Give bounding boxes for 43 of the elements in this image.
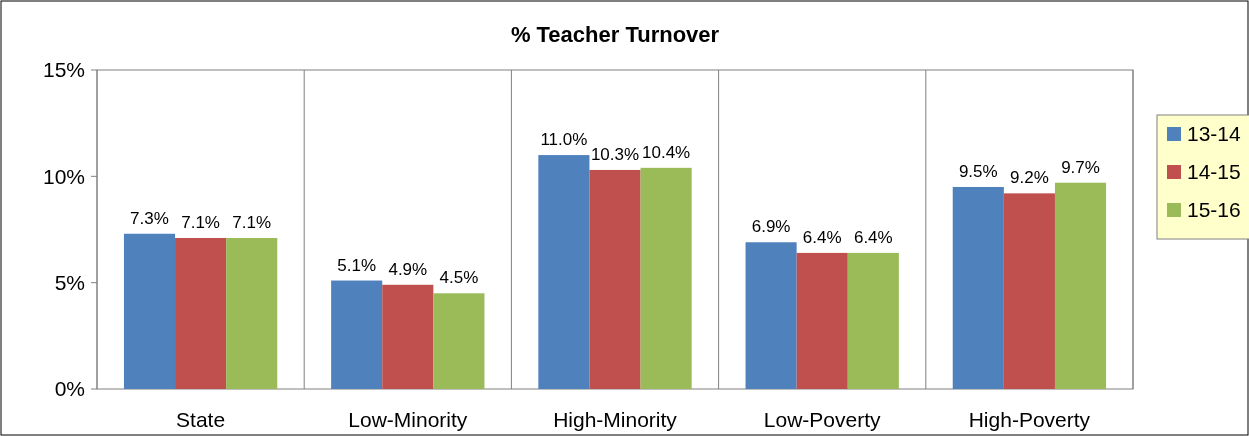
x-tick-label: Low-Minority [348, 408, 468, 431]
data-label: 10.3% [590, 144, 640, 164]
data-label: 9.7% [1061, 157, 1100, 177]
bar [226, 238, 278, 389]
bar [123, 233, 176, 389]
data-label: 9.2% [1010, 168, 1049, 188]
data-label: 4.9% [388, 259, 428, 279]
y-tick-label: 15% [42, 58, 85, 82]
bar [1003, 193, 1055, 389]
data-label: 9.5% [958, 161, 998, 181]
bar [331, 280, 383, 389]
bar [847, 252, 899, 389]
legend-label: 14-15 [1187, 160, 1241, 184]
data-label: 7.3% [130, 208, 169, 228]
x-tick-label: High-Minority [553, 408, 678, 431]
data-label: 7.1% [181, 213, 220, 233]
data-label: 11.0% [540, 130, 588, 150]
legend-label: 15-16 [1187, 198, 1241, 222]
bar [175, 238, 227, 389]
bar [589, 169, 641, 389]
data-label: 10.4% [642, 142, 691, 162]
data-label: 5.1% [337, 255, 377, 275]
data-label: 6.4% [802, 227, 842, 247]
bar [538, 155, 590, 389]
bar [952, 186, 1004, 389]
x-tick-label: Low-Poverty [763, 408, 882, 431]
bar [745, 242, 797, 389]
x-tick-label: High-Poverty [968, 408, 1091, 431]
y-tick-label: 5% [54, 271, 85, 295]
data-label: 6.4% [853, 227, 893, 247]
bar [796, 252, 848, 389]
bar [382, 284, 434, 389]
bar [1054, 182, 1107, 389]
data-label: 7.1% [232, 213, 272, 233]
y-tick-label: 0% [54, 377, 85, 401]
legend-label: 13-14 [1187, 122, 1242, 146]
data-label: 4.5% [439, 268, 479, 288]
data-label: 6.9% [751, 217, 791, 237]
x-tick-label: State [176, 408, 226, 431]
bar [433, 293, 485, 389]
y-tick-label: 10% [42, 164, 85, 188]
bar [640, 167, 692, 389]
chart-title: % Teacher Turnover [510, 22, 720, 47]
